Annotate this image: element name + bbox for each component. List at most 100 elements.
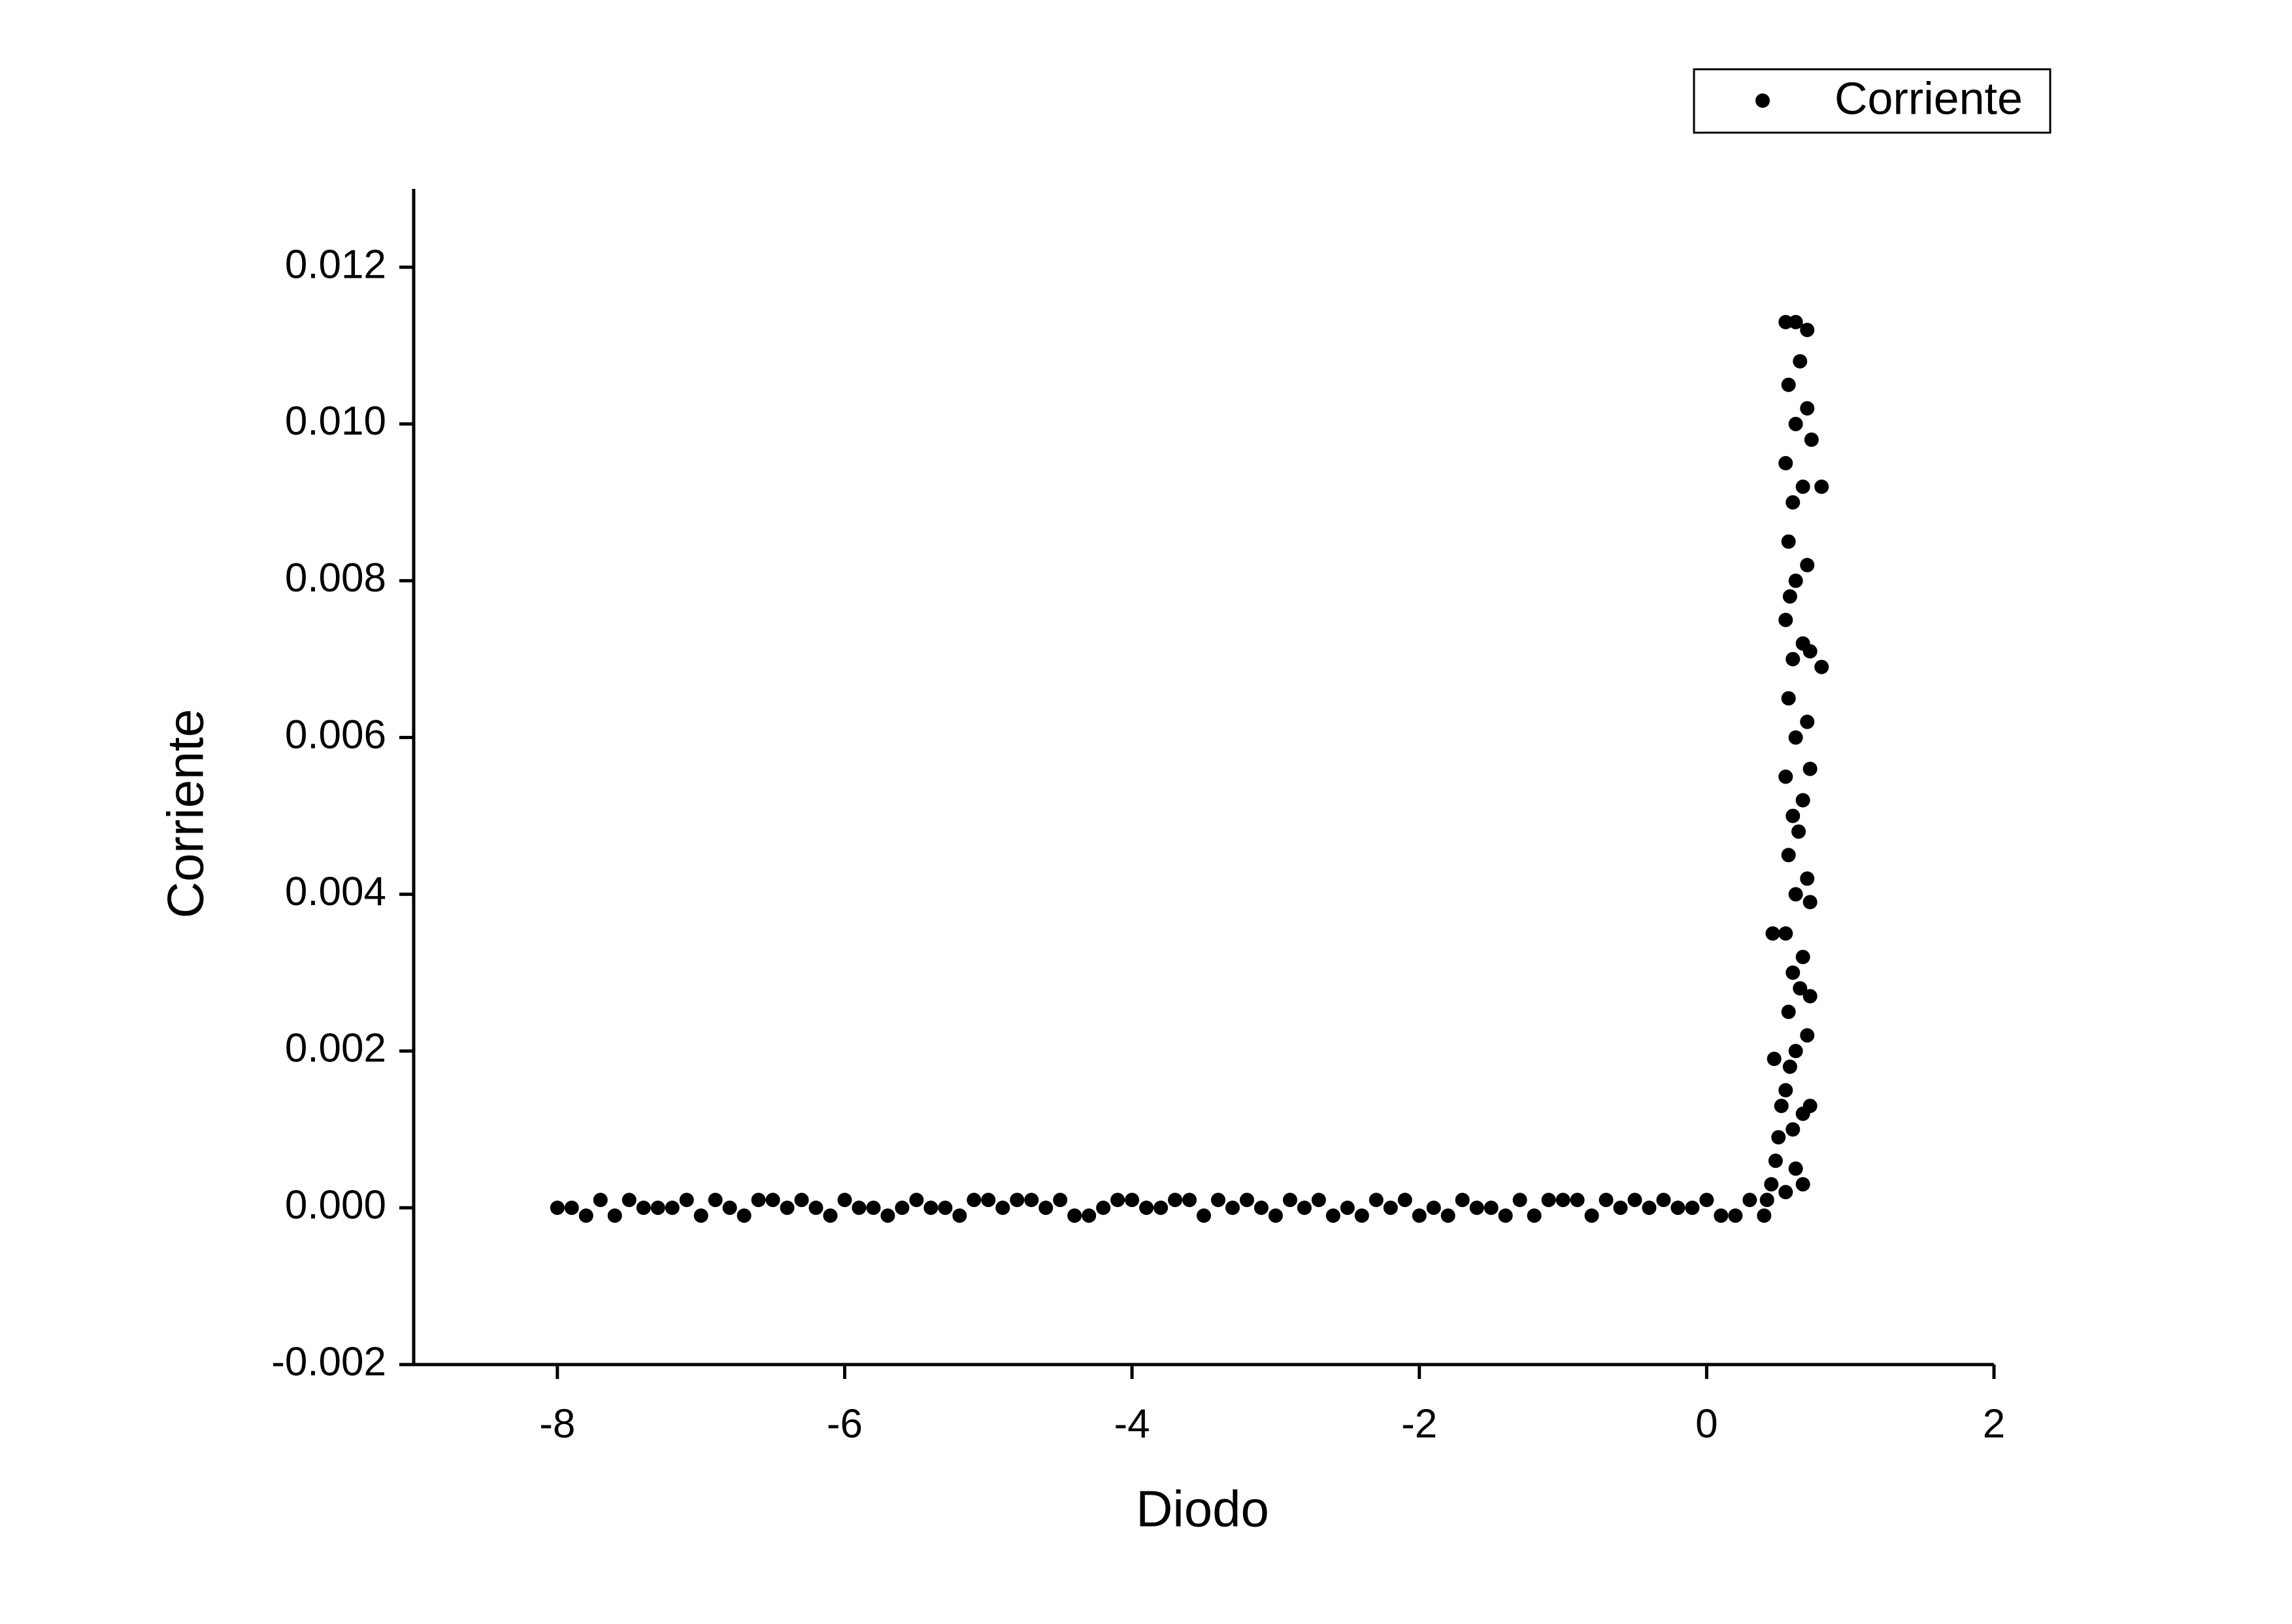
- data-point: [1788, 314, 1803, 329]
- data-point: [1455, 1193, 1470, 1208]
- data-point: [895, 1201, 910, 1216]
- data-point: [722, 1201, 737, 1216]
- data-point: [1814, 479, 1829, 494]
- data-point: [1397, 1193, 1412, 1208]
- data-point: [794, 1193, 809, 1208]
- data-point: [1802, 644, 1818, 659]
- data-point: [1197, 1208, 1211, 1223]
- data-point: [636, 1201, 651, 1216]
- data-point: [1791, 824, 1806, 839]
- data-point: [1728, 1208, 1743, 1223]
- legend-box: [1693, 68, 2051, 134]
- data-point: [1782, 589, 1797, 604]
- data-point: [1765, 926, 1780, 941]
- data-point: [1555, 1193, 1570, 1208]
- data-point: [751, 1193, 766, 1208]
- data-point: [1168, 1193, 1183, 1208]
- x-tick-label: -6: [827, 1401, 863, 1446]
- data-point: [1254, 1201, 1269, 1216]
- data-point: [1469, 1201, 1484, 1216]
- data-point: [1802, 761, 1818, 776]
- data-point: [1778, 1185, 1793, 1200]
- legend-label: Corriente: [1835, 73, 2023, 124]
- data-point: [1814, 659, 1829, 674]
- data-point: [1685, 1201, 1700, 1216]
- data-point: [1038, 1201, 1054, 1216]
- data-point: [1800, 871, 1815, 886]
- data-point: [1125, 1193, 1140, 1208]
- data-point: [1239, 1193, 1254, 1208]
- data-point: [1788, 416, 1803, 431]
- data-point: [1297, 1201, 1312, 1216]
- data-point: [852, 1201, 867, 1216]
- data-point: [1788, 887, 1803, 902]
- data-point: [1154, 1201, 1169, 1216]
- data-point: [1225, 1201, 1240, 1216]
- data-point: [1670, 1201, 1686, 1216]
- data-point: [708, 1193, 723, 1208]
- x-tick-label: -2: [1401, 1401, 1437, 1446]
- x-axis-title: Diodo: [1136, 1480, 1269, 1538]
- y-tick-label: 0.004: [285, 869, 386, 914]
- data-point: [952, 1208, 967, 1223]
- data-point: [1800, 322, 1815, 337]
- data-point: [1785, 808, 1801, 823]
- data-point: [1778, 769, 1793, 784]
- data-point: [1800, 1028, 1815, 1043]
- data-point: [593, 1193, 608, 1208]
- data-point: [923, 1201, 938, 1216]
- data-point: [1311, 1193, 1326, 1208]
- data-point: [1599, 1193, 1614, 1208]
- data-point: [1785, 495, 1801, 510]
- data-point: [650, 1201, 665, 1216]
- data-point: [1788, 1161, 1803, 1176]
- y-tick-label: 0.002: [285, 1026, 386, 1071]
- data-point: [1613, 1201, 1628, 1216]
- data-point: [1795, 479, 1810, 494]
- data-point: [1024, 1193, 1039, 1208]
- data-point: [1412, 1208, 1427, 1223]
- data-point: [1714, 1208, 1729, 1223]
- data-point: [1759, 1193, 1774, 1208]
- data-point: [1082, 1208, 1097, 1223]
- data-point: [1369, 1193, 1384, 1208]
- data-point: [1778, 926, 1793, 941]
- data-point: [1067, 1208, 1082, 1223]
- data-point: [622, 1193, 637, 1208]
- data-point: [967, 1193, 982, 1208]
- data-point: [1802, 895, 1818, 910]
- data-point: [1793, 981, 1808, 996]
- data-point: [1699, 1193, 1714, 1208]
- data-point: [1498, 1208, 1513, 1223]
- data-point: [578, 1208, 593, 1223]
- data-point: [1354, 1208, 1369, 1223]
- data-point: [1110, 1193, 1125, 1208]
- data-point: [1782, 1059, 1797, 1074]
- data-point: [1742, 1193, 1757, 1208]
- data-point: [1642, 1201, 1657, 1216]
- data-point: [938, 1201, 953, 1216]
- y-axis-title: Corriente: [157, 709, 214, 919]
- y-tick-label: -0.002: [271, 1339, 386, 1384]
- data-point: [1527, 1208, 1542, 1223]
- data-point: [1383, 1201, 1398, 1216]
- data-point: [1541, 1193, 1556, 1208]
- data-point: [1788, 730, 1803, 745]
- data-point: [1785, 965, 1801, 980]
- data-point: [1771, 1130, 1786, 1145]
- x-tick-label: 2: [1983, 1401, 2005, 1446]
- data-point: [1139, 1201, 1154, 1216]
- data-point: [1282, 1193, 1297, 1208]
- data-point: [1804, 432, 1819, 447]
- data-point: [607, 1208, 622, 1223]
- data-point: [837, 1193, 852, 1208]
- data-point: [1778, 456, 1793, 471]
- data-point: [550, 1201, 565, 1216]
- data-point: [1788, 573, 1803, 588]
- data-point: [995, 1201, 1010, 1216]
- data-point: [1268, 1208, 1283, 1223]
- data-point: [665, 1201, 680, 1216]
- data-point: [1781, 691, 1796, 706]
